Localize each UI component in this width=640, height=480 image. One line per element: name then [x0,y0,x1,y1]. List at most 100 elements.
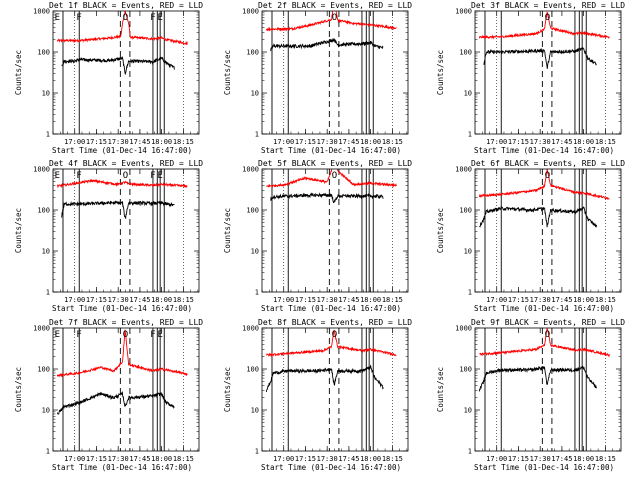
y-tick-label: 1 [46,289,50,297]
y-tick-label: 10 [464,407,472,415]
y-tick-label: 100 [246,49,259,57]
x-tick-label: 17:30 [108,138,129,146]
x-tick-label: 17:45 [338,296,359,304]
x-tick-label: 17:15 [508,296,529,304]
x-axis-label: Start Time (01-Dec-14 16:47:00) [261,304,401,313]
x-tick-label: 17:30 [317,138,338,146]
x-tick-label: 17:30 [108,296,129,304]
event-marker: F [150,171,155,181]
event-marker: E [55,330,60,340]
plot-frame [52,327,200,452]
plot-title: Det 1f BLACK = Events, RED = LLD [49,1,203,10]
x-tick-label: 17:45 [551,455,572,463]
x-tick-label: 17:00 [64,455,85,463]
events-series-line [483,46,597,69]
event-marker: O [332,330,337,340]
event-marker: F [150,13,155,23]
x-tick-label: 17:15 [295,138,316,146]
event-marker: F [150,330,155,340]
detector-plot-7: Det 7f BLACK = Events, RED = LLD 1 10 100 10… [14,318,203,472]
x-tick-label: 17:30 [317,296,338,304]
x-axis-label: Start Time (01-Dec-14 16:47:00) [261,463,401,472]
x-tick-label: 18:15 [173,455,194,463]
event-marker: E [55,171,60,181]
x-tick-label: 17:45 [338,138,359,146]
plot-title: Det 3f BLACK = Events, RED = LLD [471,1,625,10]
x-tick-label: 18:00 [573,455,594,463]
x-tick-label: 18:00 [151,296,172,304]
x-tick-label: 17:45 [129,138,150,146]
y-tick-label: 1000 [242,166,259,174]
events-series-line [265,364,384,393]
lld-series-line [56,329,188,378]
event-marker: E [157,171,162,181]
x-tick-label: 17:30 [317,455,338,463]
y-tick-label: 1000 [242,325,259,333]
events-series-line [56,390,175,415]
plot-frame [261,327,409,452]
y-tick-label: 100 [459,49,472,57]
y-axis-label: Counts/sec [223,50,232,95]
y-tick-label: 1000 [33,8,50,16]
x-axis-label: Start Time (01-Dec-14 16:47:00) [261,146,401,155]
x-tick-label: 17:30 [530,455,551,463]
x-tick-label: 17:00 [273,138,294,146]
x-tick-label: 18:15 [382,455,403,463]
event-marker: O [545,171,550,181]
y-axis-label: Counts/sec [223,367,232,412]
detector-plot-8: Det 8f BLACK = Events, RED = LLD 1 10 100 10… [223,318,412,472]
lld-series-line [266,169,397,188]
x-tick-label: 18:00 [360,296,381,304]
y-tick-label: 1000 [242,8,259,16]
detector-plot-9: Det 9f BLACK = Events, RED = LLD 1 10 100 10… [436,318,625,472]
x-tick-label: 17:15 [295,455,316,463]
x-axis-label: Start Time (01-Dec-14 16:47:00) [52,304,192,313]
y-tick-label: 10 [251,407,259,415]
x-axis-label: Start Time (01-Dec-14 16:47:00) [474,304,614,313]
lld-series-line [478,11,610,40]
event-marker: O [332,13,337,23]
y-axis-label: Counts/sec [14,367,23,412]
plot-title: Det 9f BLACK = Events, RED = LLD [471,318,625,327]
lld-series-line [479,328,610,358]
detector-plot-6: Det 6f BLACK = Events, RED = LLD 1 10 100 10… [436,159,625,313]
plot-title: Det 6f BLACK = Events, RED = LLD [471,159,625,168]
x-tick-label: 17:00 [64,138,85,146]
y-tick-label: 1 [255,448,259,456]
y-tick-label: 100 [37,207,50,215]
x-tick-label: 17:15 [86,455,107,463]
x-tick-label: 17:15 [86,138,107,146]
lld-series-line [478,169,610,200]
plot-frame [474,327,622,452]
plot-frame [52,10,200,135]
y-tick-label: 10 [42,248,50,256]
events-series-line [478,365,597,392]
x-tick-label: 18:15 [173,296,194,304]
event-marker: F [76,330,81,340]
lld-series-line [265,329,397,358]
plot-frame [474,10,622,135]
x-tick-label: 17:30 [108,455,129,463]
events-series-line [270,192,384,204]
x-tick-label: 18:00 [573,138,594,146]
lld-series-line [56,11,188,46]
x-tick-label: 17:45 [129,296,150,304]
y-tick-label: 1000 [455,8,472,16]
events-series-line [270,37,384,52]
x-tick-label: 17:00 [486,138,507,146]
x-tick-label: 18:00 [360,138,381,146]
y-tick-label: 100 [37,366,50,374]
plot-frame [261,168,409,293]
y-tick-label: 10 [42,90,50,98]
event-marker: F [76,13,81,23]
y-tick-label: 1000 [455,166,472,174]
x-tick-label: 18:15 [173,138,194,146]
y-tick-label: 1 [468,131,472,139]
events-series-line [61,55,175,76]
x-tick-label: 17:30 [530,296,551,304]
x-tick-label: 17:45 [338,455,359,463]
y-tick-label: 1000 [455,325,472,333]
x-tick-label: 17:15 [295,296,316,304]
event-marker: O [545,330,550,340]
